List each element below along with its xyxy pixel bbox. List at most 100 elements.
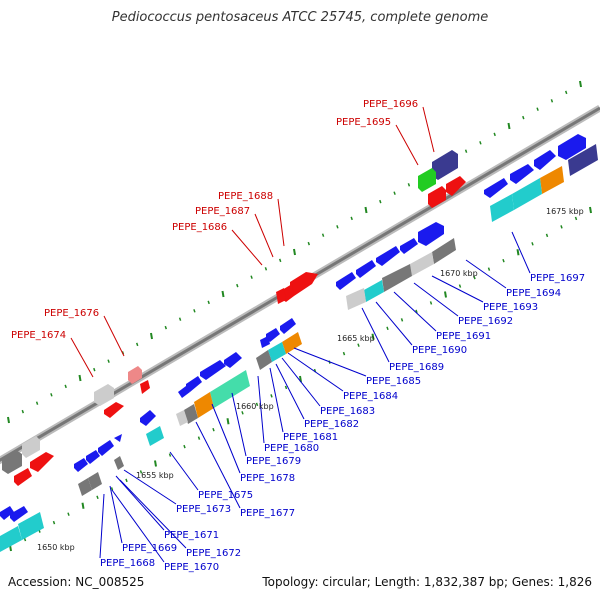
tick-mark — [241, 411, 244, 415]
kbp-label: 1665 kbp — [337, 334, 375, 343]
kbp-scale-labels: 1650 kbp 1655 kbp 1660 kbp 1665 kbp 1670 kbp… — [37, 207, 584, 552]
gene-label: PEPE_1678 — [240, 473, 295, 484]
label-leader-line — [293, 347, 367, 377]
gene-label: PEPE_1696 — [363, 99, 418, 110]
tick-mark — [564, 90, 568, 95]
label-leader-line — [123, 469, 177, 505]
tick-mark — [579, 80, 582, 88]
tick-mark — [21, 409, 25, 414]
label-leader-line — [115, 475, 165, 531]
gene-lightgray-m — [410, 252, 434, 276]
gene-label: PEPE_1672 — [186, 548, 241, 559]
gene-label: PEPE_1687 — [195, 206, 250, 217]
gene-orange-n — [282, 332, 302, 354]
gene-cyan-p1 — [18, 512, 44, 540]
gene-cyan-m — [364, 280, 384, 302]
gene-blue-n4 — [224, 352, 242, 368]
tick-mark — [96, 495, 99, 500]
tick-mark — [393, 191, 396, 195]
tick-mark — [221, 290, 225, 298]
gene-blue-r3 — [510, 164, 534, 184]
tick-mark — [226, 418, 230, 425]
label-leader-line — [361, 307, 390, 363]
tick-mark — [35, 401, 39, 405]
tick-mark — [154, 460, 157, 467]
label-leader-line — [99, 493, 105, 559]
tick-mark — [278, 258, 282, 263]
gene-gray-m2 — [382, 264, 412, 292]
gene-label: PEPE_1684 — [343, 391, 398, 402]
gene-orange-n2 — [194, 392, 214, 418]
gene-label: PEPE_1676 — [44, 308, 99, 319]
label-leader-line — [231, 229, 263, 266]
gene-label: PEPE_1680 — [264, 443, 319, 454]
gene-cyan-r1 — [512, 178, 542, 210]
tick-mark — [139, 470, 143, 474]
tick-mark — [407, 183, 411, 187]
tick-mark — [342, 351, 346, 356]
gene-cyan-r2 — [490, 194, 514, 222]
gene-blue-m2 — [400, 238, 418, 254]
tick-mark — [23, 537, 27, 542]
label-leader-line — [277, 198, 285, 247]
tick-mark — [536, 107, 539, 111]
tick-mark — [464, 149, 468, 153]
gene-pepe-1676 — [128, 366, 142, 384]
tick-mark — [107, 359, 110, 363]
gene-label: PEPE_1690 — [412, 345, 467, 356]
tick-mark — [7, 416, 10, 424]
gene-label: PEPE_1682 — [304, 419, 359, 430]
gene-label: PEPE_1673 — [176, 504, 231, 515]
tick-mark — [178, 317, 182, 321]
gene-blue-p1 — [0, 506, 14, 520]
tick-mark — [479, 141, 482, 145]
gene-blue-r1 — [558, 134, 586, 160]
gene-blue-n5 — [200, 360, 226, 380]
gene-blue-m5 — [336, 272, 356, 290]
kbp-label: 1650 kbp — [37, 543, 75, 552]
tick-mark — [487, 267, 491, 271]
gene-label: PEPE_1670 — [164, 562, 219, 573]
tick-mark — [350, 216, 353, 221]
tick-mark — [255, 402, 259, 407]
tick-mark — [64, 384, 67, 389]
gene-red-d — [104, 402, 124, 418]
label-leader-line — [231, 392, 247, 457]
label-leader-line — [393, 291, 437, 332]
gene-navy-r — [568, 144, 598, 176]
genome-summary-text: Topology: circular; Length: 1,832,387 bp… — [262, 575, 592, 589]
tick-mark — [371, 333, 375, 340]
gene-cyan-o — [146, 426, 164, 446]
gene-blue-o1 — [140, 410, 156, 426]
tick-mark — [522, 115, 525, 120]
tick-mark — [212, 427, 215, 432]
tick-mark — [429, 301, 433, 305]
kbp-label: 1660 kbp — [236, 402, 274, 411]
gene-label: PEPE_1675 — [198, 490, 253, 501]
tick-mark — [502, 258, 505, 263]
gene-label: PEPE_1669 — [122, 543, 177, 554]
tick-mark — [386, 326, 389, 331]
gene-pepe-1696 — [432, 150, 458, 180]
gene-label: PEPE_1695 — [336, 117, 391, 128]
gene-label: PEPE_1688 — [218, 191, 273, 202]
top-gene-labels: PEPE_1696 PEPE_1695 PEPE_1688 PEPE_1687 PEPE… — [11, 99, 435, 378]
gene-blue-o2 — [114, 434, 122, 442]
gene-red-a — [428, 186, 446, 208]
tick-mark — [545, 233, 549, 238]
gene-gray-m1 — [432, 238, 456, 264]
gene-pepe-1686 — [276, 288, 286, 304]
gene-blue-m4 — [356, 260, 376, 278]
tick-mark — [250, 275, 253, 279]
gene-orange-r — [540, 166, 564, 194]
gene-label: PEPE_1694 — [506, 288, 561, 299]
gene-gray-n — [256, 350, 272, 370]
label-leader-line — [211, 403, 241, 474]
tick-mark — [473, 275, 476, 280]
gene-blue-n6 — [186, 376, 202, 392]
tick-mark — [207, 300, 210, 305]
tick-mark — [168, 453, 172, 457]
tick-mark — [150, 332, 153, 340]
label-leader-line — [254, 213, 274, 258]
gene-blue-n2 — [266, 328, 280, 342]
